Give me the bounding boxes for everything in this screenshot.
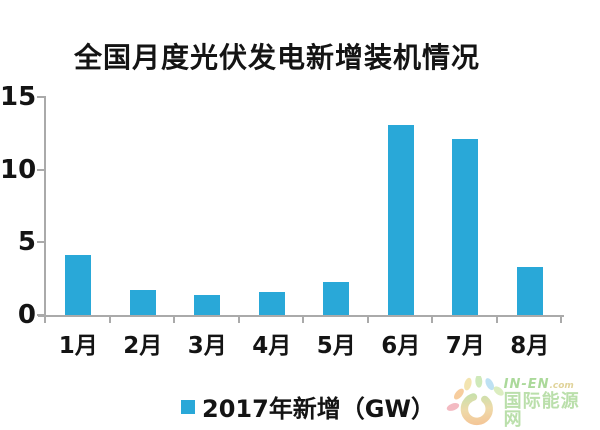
y-axis-tick-label: 5 bbox=[17, 227, 36, 258]
x-axis-tick bbox=[495, 317, 498, 323]
x-axis-line bbox=[38, 315, 564, 317]
bar-5月 bbox=[323, 282, 350, 315]
y-axis-tick bbox=[37, 314, 44, 316]
x-axis-label-5月: 5月 bbox=[316, 333, 356, 359]
bar-2月 bbox=[129, 290, 156, 315]
bar-3月 bbox=[194, 295, 221, 315]
x-axis-tick bbox=[560, 317, 562, 323]
y-axis-tick bbox=[37, 168, 44, 171]
x-axis-tick bbox=[431, 317, 433, 323]
x-axis-tick bbox=[302, 317, 304, 323]
bar-1月 bbox=[65, 255, 92, 315]
x-axis-label-1月: 1月 bbox=[58, 333, 98, 359]
x-axis-tick bbox=[173, 317, 175, 323]
x-axis-label-2月: 2月 bbox=[123, 333, 163, 359]
bar-8月 bbox=[516, 267, 543, 315]
y-axis-tick-label: 10 bbox=[0, 154, 37, 185]
x-axis-label-8月: 8月 bbox=[510, 333, 550, 359]
legend-swatch-icon bbox=[181, 399, 196, 414]
x-axis-label-7月: 7月 bbox=[445, 333, 485, 359]
y-axis-tick-label: 0 bbox=[17, 300, 36, 330]
y-axis-line bbox=[44, 96, 46, 317]
y-axis-tick-label: 15 bbox=[0, 82, 37, 112]
x-axis-label-6月: 6月 bbox=[381, 333, 421, 359]
x-axis-tick bbox=[108, 317, 111, 323]
bar-6月 bbox=[387, 125, 414, 315]
legend-label: 2017年新增（GW） bbox=[202, 395, 435, 423]
chart-title: 全国月度光伏发电新增装机情况 bbox=[74, 41, 481, 74]
bar-4月 bbox=[258, 292, 285, 315]
x-axis-tick bbox=[237, 317, 240, 323]
bar-7月 bbox=[452, 139, 479, 315]
x-axis-label-4月: 4月 bbox=[252, 333, 292, 359]
x-axis-label-3月: 3月 bbox=[187, 333, 227, 359]
x-axis-tick bbox=[44, 317, 46, 323]
y-axis-tick bbox=[37, 241, 44, 244]
x-axis-tick bbox=[366, 317, 369, 323]
y-axis-tick bbox=[37, 96, 44, 98]
legend: 2017年新增（GW） bbox=[8, 389, 600, 424]
